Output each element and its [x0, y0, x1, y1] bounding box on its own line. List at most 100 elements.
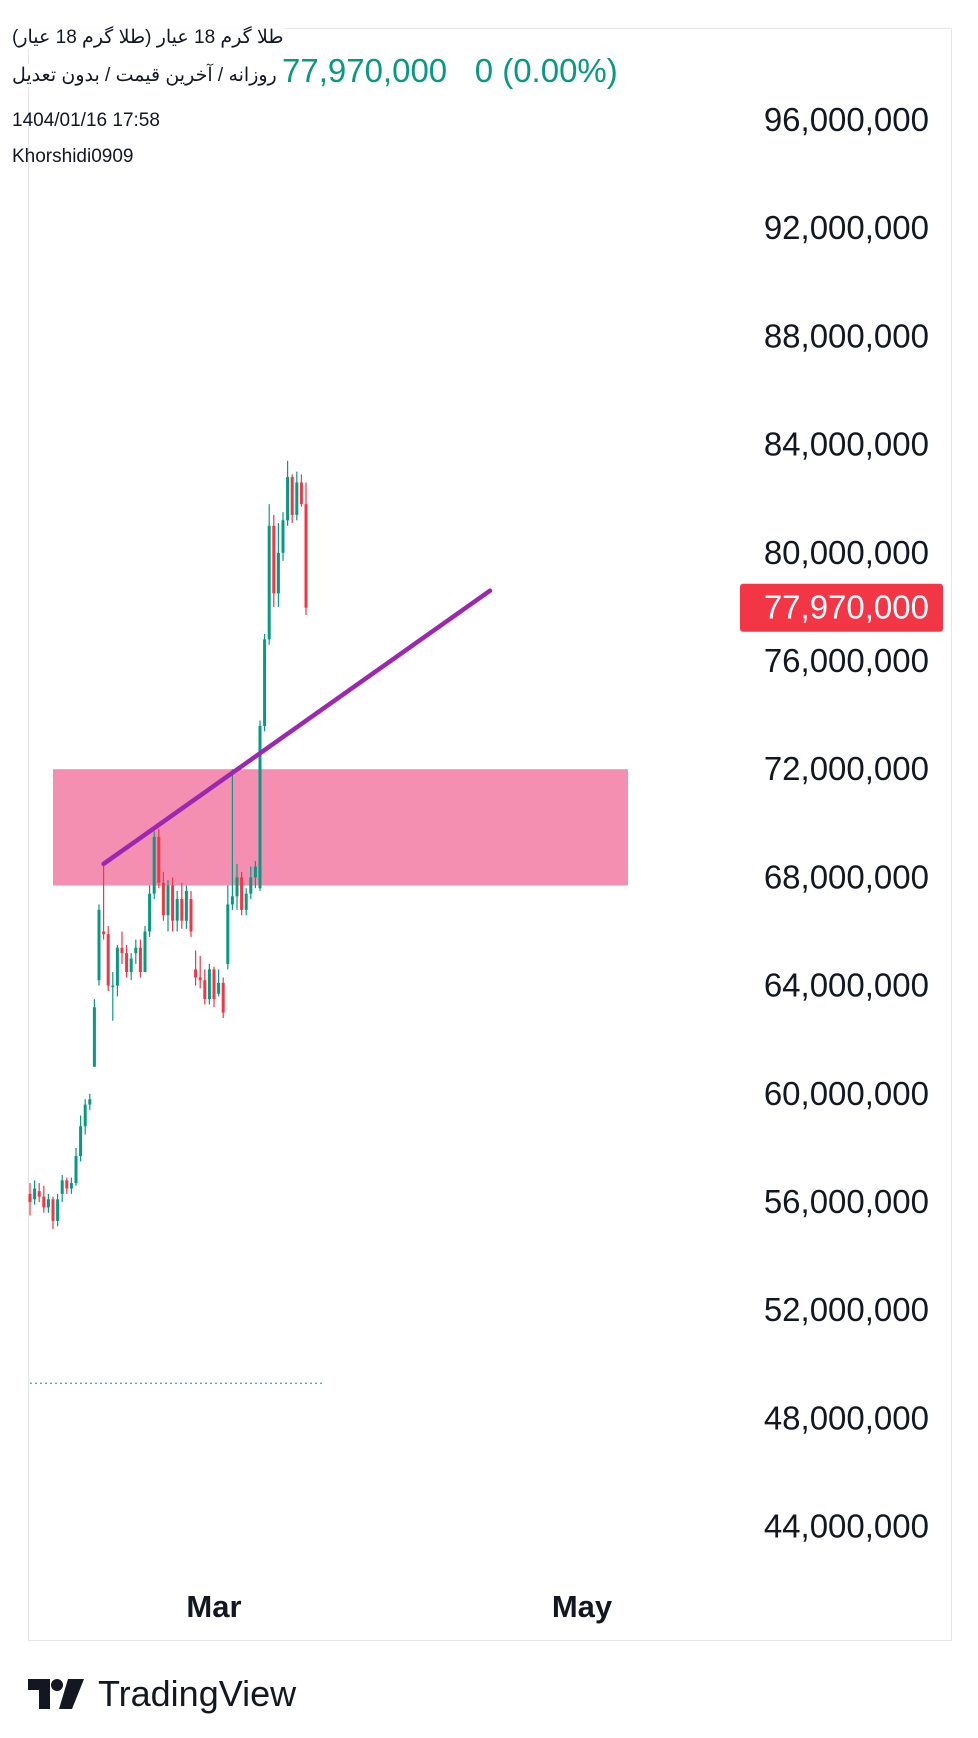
snapshot-timestamp: 1404/01/16 17:58: [12, 110, 160, 131]
candle-body: [83, 1104, 87, 1127]
y-tick-label: 64,000,000: [764, 967, 929, 1004]
candle-body: [226, 904, 230, 964]
candle: [212, 966, 216, 1008]
candle-body: [189, 899, 193, 932]
candle: [106, 926, 110, 992]
candle-body: [143, 931, 147, 973]
candle-body: [157, 836, 161, 883]
candle: [258, 720, 262, 891]
chart-settings-label: روزانه / آخرین قیمت / بدون تعدیل: [10, 64, 279, 87]
candle: [92, 999, 96, 1067]
y-tick-label: 60,000,000: [764, 1075, 929, 1112]
candle-body: [97, 909, 101, 981]
candle: [88, 1093, 92, 1111]
candle-body: [56, 1199, 60, 1221]
candle-body: [148, 893, 152, 932]
x-tick-label: Mar: [186, 1589, 241, 1624]
symbol-title: طلا گرم 18 عیار (طلا گرم 18 عیار): [10, 26, 286, 49]
candle-body: [102, 931, 106, 935]
y-tick-label: 56,000,000: [764, 1183, 929, 1220]
candle-body: [267, 525, 271, 640]
candle: [171, 877, 175, 932]
tradingview-wordmark: TradingView: [98, 1673, 297, 1714]
candle: [138, 939, 142, 978]
time-axis: Mar May: [186, 1589, 612, 1624]
candle-body: [290, 477, 294, 515]
candle: [198, 955, 202, 989]
candle: [253, 861, 257, 889]
candle: [152, 831, 156, 900]
y-tick-label: 52,000,000: [764, 1291, 929, 1328]
price-axis: 96,000,000 92,000,000 88,000,000 84,000,000…: [764, 101, 929, 1545]
candle: [37, 1183, 41, 1202]
candle: [157, 828, 161, 889]
candle: [28, 1183, 32, 1216]
candle: [244, 888, 248, 916]
candle-body: [46, 1199, 50, 1208]
candle-body: [65, 1180, 69, 1189]
candle-body: [207, 969, 211, 1000]
candle-body: [175, 899, 179, 921]
candle-body: [244, 893, 248, 910]
candle: [129, 953, 133, 981]
y-tick-label: 68,000,000: [764, 858, 929, 895]
chart-frame: [28, 28, 952, 1641]
candle: [65, 1177, 69, 1194]
candle: [272, 514, 276, 607]
candle-body: [42, 1196, 46, 1208]
y-tick-label: 44,000,000: [764, 1508, 929, 1545]
candle-body: [161, 882, 165, 916]
candle: [286, 460, 290, 526]
candle: [148, 885, 152, 937]
candle-body: [235, 877, 239, 897]
candle-body: [217, 982, 221, 994]
candle: [115, 945, 119, 997]
candle-body: [286, 477, 290, 521]
trendline: [101, 588, 493, 867]
candle-body: [203, 980, 207, 1000]
candle-body: [125, 953, 129, 973]
candle-body: [37, 1191, 41, 1197]
candle: [299, 474, 303, 507]
candle-body: [240, 877, 244, 910]
candle-body: [180, 899, 184, 921]
candle-body: [212, 969, 216, 1000]
candle-body: [171, 885, 175, 921]
candle-body: [258, 725, 262, 889]
candle-body: [299, 482, 303, 505]
candle-body: [51, 1199, 55, 1221]
candle-body: [249, 877, 253, 894]
candle: [111, 972, 115, 1021]
candle-body: [138, 947, 142, 973]
candle-body: [166, 885, 170, 916]
last-price-layer: 77,970,000: [740, 583, 943, 632]
candle-body: [33, 1188, 37, 1200]
candle-body: [230, 896, 234, 905]
candle-body: [152, 836, 156, 894]
candle-body: [272, 525, 276, 594]
candle: [221, 977, 225, 1019]
candles-layer: [28, 460, 308, 1230]
quote-change: 0 (0.00%): [474, 52, 618, 89]
candle: [304, 482, 308, 616]
tradingview-logo[interactable]: TradingView: [28, 1672, 296, 1716]
candle: [281, 512, 285, 561]
candle: [74, 1147, 78, 1186]
candle-body: [281, 520, 285, 553]
candle: [203, 969, 207, 1005]
candle-body: [194, 969, 198, 978]
y-tick-label: 84,000,000: [764, 426, 929, 463]
candle-body: [184, 890, 188, 921]
x-tick-label: May: [552, 1589, 613, 1624]
candle-body: [28, 1193, 32, 1202]
candle: [267, 504, 271, 645]
y-tick-label: 88,000,000: [764, 317, 929, 354]
candle: [276, 523, 280, 607]
annotation-layer: [30, 588, 493, 1384]
candle: [143, 926, 147, 973]
author-name: Khorshidi0909: [12, 146, 134, 167]
last-price-label: 77,970,000: [764, 589, 929, 626]
candle: [102, 863, 106, 940]
candle: [125, 945, 129, 978]
